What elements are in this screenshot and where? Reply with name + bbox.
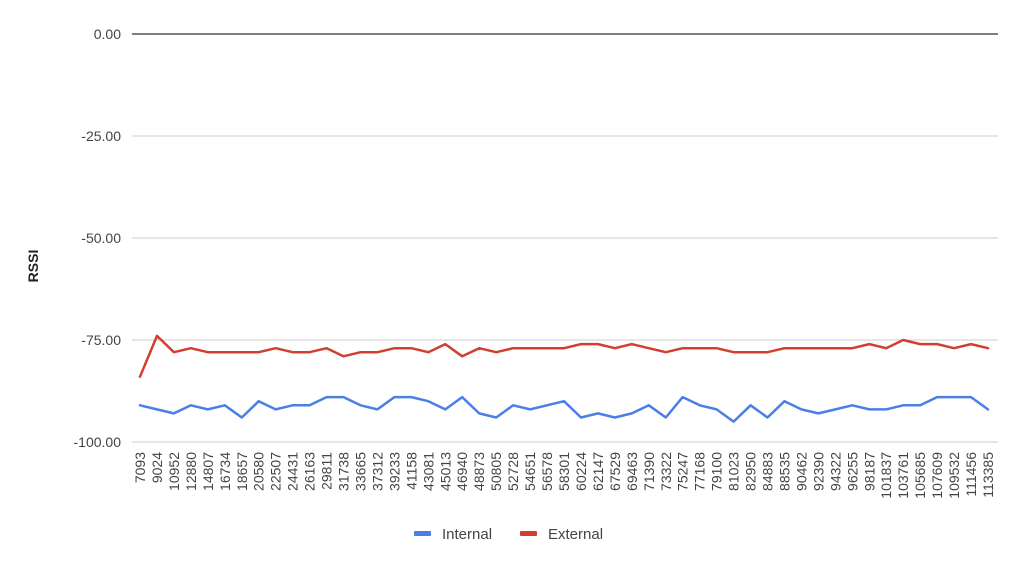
y-tick-label: -50.00 (81, 230, 121, 246)
x-tick-label: 48873 (471, 452, 487, 491)
x-tick-label: 12880 (183, 452, 199, 491)
x-tick-label: 103761 (895, 452, 911, 499)
y-tick-label: -100.00 (74, 434, 122, 450)
x-tick-label: 96255 (844, 452, 860, 491)
x-tick-label: 50805 (488, 452, 504, 491)
y-axis-tick-labels: 0.00 -25.00 -50.00 -75.00 -100.00 (74, 26, 122, 450)
x-tick-label: 107609 (929, 452, 945, 499)
x-tick-label: 16734 (217, 452, 233, 491)
x-tick-label: 39233 (386, 452, 402, 491)
x-tick-label: 82950 (743, 452, 759, 491)
series-lines (138, 334, 990, 423)
x-tick-label: 22507 (268, 452, 284, 491)
x-tick-label: 75247 (675, 452, 691, 491)
y-tick-label: -75.00 (81, 332, 121, 348)
x-tick-label: 54651 (522, 452, 538, 491)
x-tick-label: 14807 (200, 452, 216, 491)
x-tick-label: 7093 (132, 452, 148, 483)
x-tick-label: 84883 (760, 452, 776, 491)
x-tick-label: 58301 (556, 452, 572, 491)
x-tick-label: 10952 (166, 452, 182, 491)
x-tick-label: 94322 (827, 452, 843, 491)
x-tick-label: 45013 (437, 452, 453, 491)
x-tick-label: 90462 (793, 452, 809, 491)
x-tick-label: 18657 (234, 452, 250, 491)
x-tick-label: 92390 (810, 452, 826, 491)
x-tick-label: 88535 (776, 452, 792, 491)
x-tick-label: 69463 (624, 452, 640, 491)
series-line-internal (138, 395, 990, 423)
legend-label-internal[interactable]: Internal (442, 526, 492, 543)
x-tick-label: 79100 (709, 452, 725, 491)
x-tick-label: 62147 (590, 452, 606, 491)
y-axis-title: RSSI (25, 250, 41, 283)
x-tick-label: 60224 (573, 452, 589, 491)
gridlines (132, 33, 998, 443)
x-tick-label: 71390 (641, 452, 657, 491)
x-tick-label: 113385 (980, 452, 996, 498)
legend-swatch-internal (414, 531, 431, 536)
x-tick-label: 77168 (692, 452, 708, 491)
legend-label-external[interactable]: External (548, 526, 603, 543)
x-tick-label: 73322 (658, 452, 674, 491)
x-tick-label: 111456 (963, 452, 979, 497)
x-tick-label: 81023 (726, 452, 742, 491)
x-tick-label: 67529 (607, 452, 623, 491)
x-tick-label: 56578 (539, 452, 555, 491)
legend[interactable]: Internal External (414, 526, 603, 543)
y-tick-label: 0.00 (94, 26, 121, 42)
x-tick-label: 43081 (420, 452, 436, 491)
legend-swatch-external (520, 531, 537, 536)
x-tick-label: 109532 (946, 452, 962, 499)
x-tick-label: 41158 (403, 452, 419, 490)
x-axis-tick-labels: 7093 9024 10952 12880 14807 16734 18657 20580 22… (132, 452, 996, 499)
series-line-external (138, 334, 990, 378)
x-tick-label: 33665 (352, 452, 368, 491)
x-tick-label: 29811 (319, 452, 335, 490)
x-tick-label: 105685 (912, 452, 928, 499)
x-tick-label: 24431 (285, 452, 301, 491)
x-tick-label: 98187 (861, 452, 877, 491)
x-tick-label: 31738 (336, 452, 352, 491)
x-tick-label: 9024 (149, 452, 165, 483)
x-tick-label: 20580 (251, 452, 267, 491)
x-tick-label: 26163 (302, 452, 318, 491)
x-tick-label: 101837 (878, 452, 894, 499)
x-tick-label: 37312 (369, 452, 385, 491)
y-tick-label: -25.00 (81, 128, 121, 144)
x-tick-label: 52728 (505, 452, 521, 491)
x-tick-label: 46940 (454, 452, 470, 491)
